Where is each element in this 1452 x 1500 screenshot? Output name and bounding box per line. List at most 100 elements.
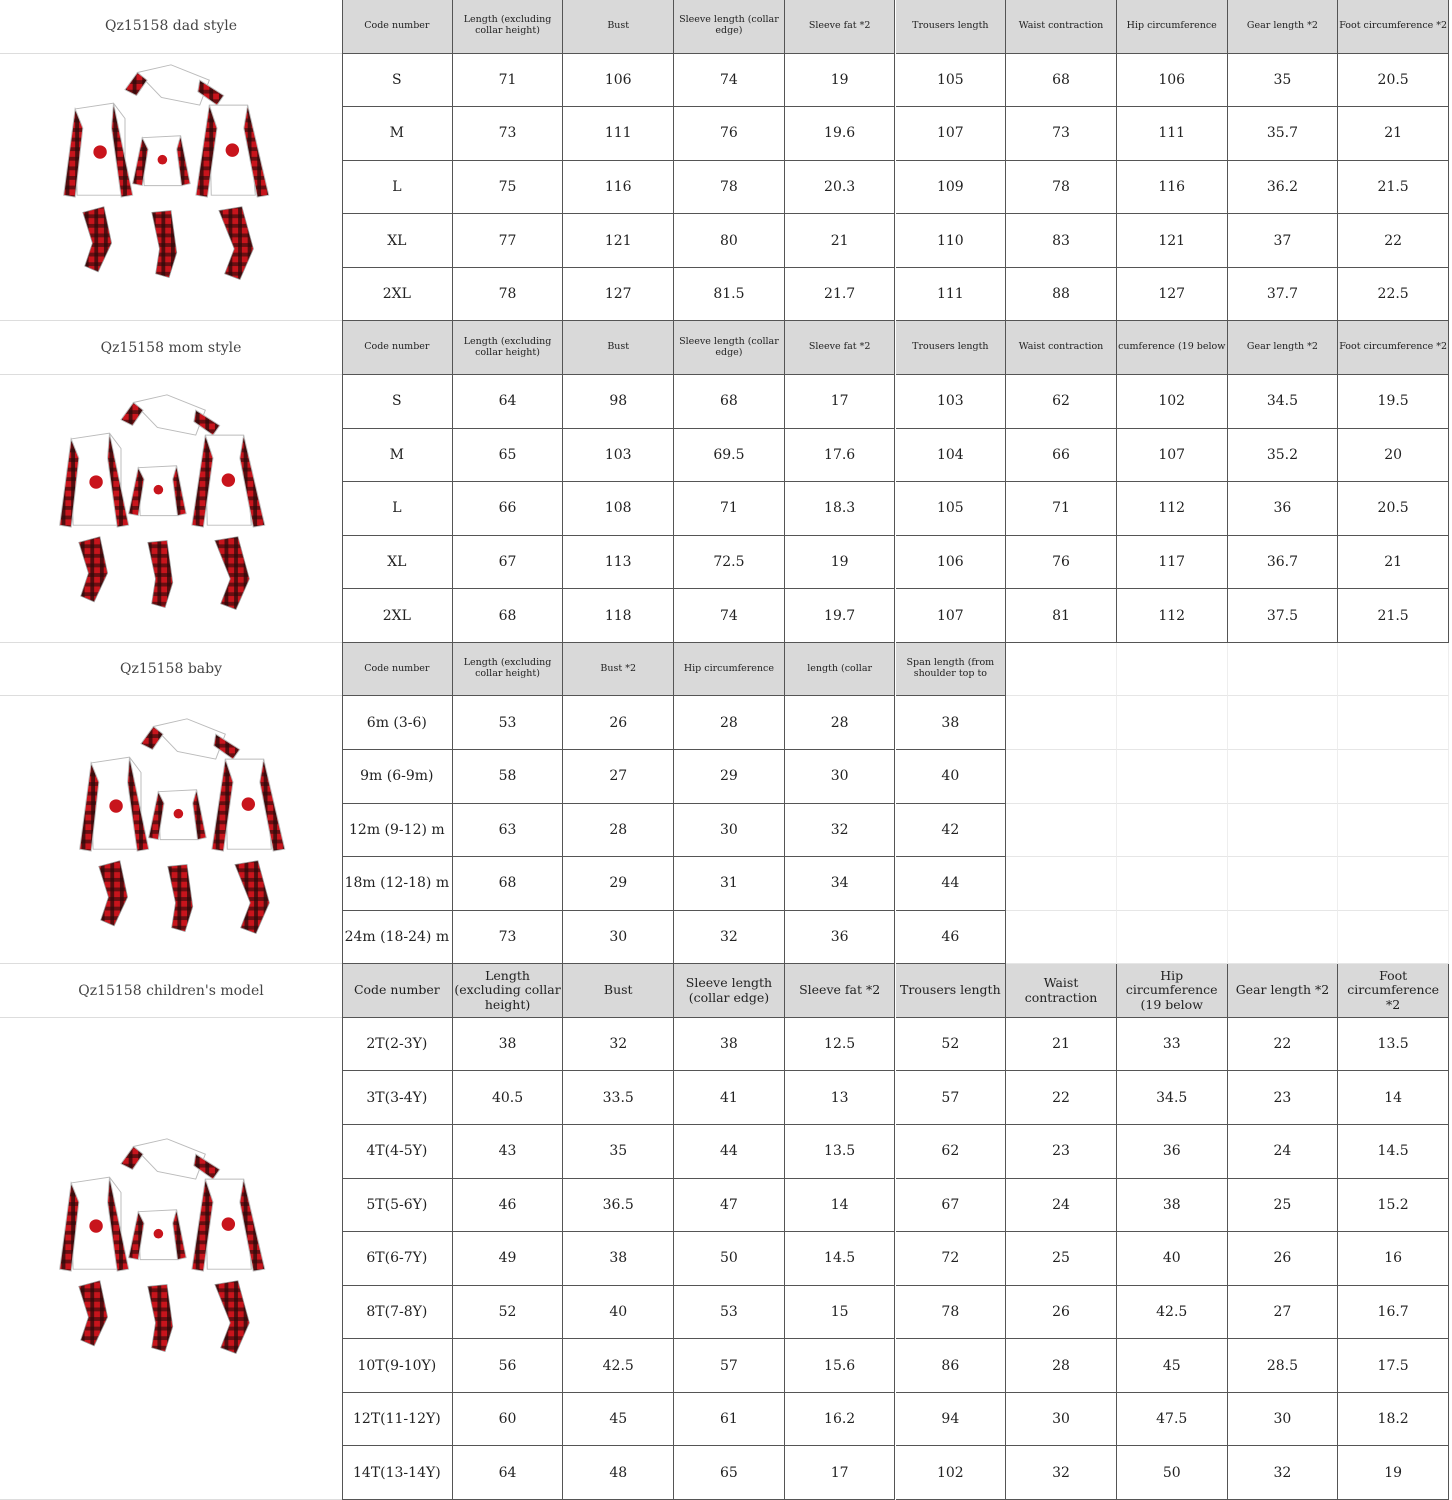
column-header: Foot circumference *2 — [1338, 0, 1449, 54]
table-cell: 40 — [895, 750, 1007, 804]
empty-cell — [1338, 696, 1449, 750]
table-cell: 8T(7-8Y) — [342, 1285, 453, 1340]
column-header: Sleeve fat *2 — [784, 0, 896, 54]
empty-cell — [1116, 857, 1228, 911]
table-cell: 60 — [452, 1392, 564, 1447]
table-cell: 28.5 — [1227, 1339, 1339, 1393]
table-cell: 30 — [784, 750, 896, 804]
table-cell: 20 — [1338, 428, 1449, 483]
table-cell: 127 — [1116, 267, 1228, 322]
table-cell: 75 — [452, 160, 564, 215]
table-cell: M — [342, 428, 453, 483]
table-cell: 121 — [1116, 214, 1228, 268]
table-cell: 104 — [895, 428, 1007, 483]
column-header: Code number — [342, 321, 453, 375]
column-header: Bust — [563, 321, 675, 375]
column-header: Length (excluding collar height) — [452, 964, 564, 1018]
column-header: length (collar — [784, 642, 896, 697]
table-cell: 88 — [1006, 267, 1117, 322]
table-cell: 23 — [1006, 1125, 1117, 1179]
table-cell: 33 — [1116, 1017, 1228, 1072]
image-cell — [0, 54, 342, 322]
table-cell: 109 — [895, 160, 1007, 215]
empty-cell — [1227, 696, 1339, 750]
table-cell: 63 — [452, 803, 564, 858]
outfit-image — [56, 56, 286, 296]
table-cell: 19.7 — [784, 589, 896, 643]
table-cell: 21.7 — [784, 267, 896, 322]
outfit-image — [52, 386, 282, 626]
table-cell: 30 — [1006, 1392, 1117, 1447]
table-cell: 58 — [452, 750, 564, 804]
table-cell: 103 — [563, 428, 675, 483]
table-cell: 18.3 — [784, 482, 896, 536]
table-cell: 38 — [563, 1232, 675, 1286]
table-cell: 45 — [1116, 1339, 1228, 1393]
table-cell: 36 — [1116, 1125, 1228, 1179]
column-header: Waist contraction — [1006, 0, 1117, 54]
table-cell: 105 — [895, 482, 1007, 536]
table-cell: 50 — [674, 1232, 785, 1286]
column-header: Sleeve length (collar edge) — [674, 964, 785, 1018]
table-cell: 33.5 — [563, 1071, 675, 1125]
table-cell: 2XL — [342, 589, 453, 643]
table-cell: 36.2 — [1227, 160, 1339, 215]
image-cell — [0, 696, 342, 965]
table-cell: 24m (18-24) m — [342, 910, 453, 965]
table-cell: 37.7 — [1227, 267, 1339, 322]
table-cell: L — [342, 160, 453, 215]
table-left-border — [342, 0, 343, 1500]
table-cell: 38 — [674, 1017, 785, 1072]
table-cell: 32 — [784, 803, 896, 858]
table-cell: 111 — [1116, 107, 1228, 161]
table-cell: 20.5 — [1338, 482, 1449, 536]
column-header: Sleeve fat *2 — [784, 321, 896, 375]
column-header: Bust *2 — [563, 642, 675, 697]
column-header: Gear length *2 — [1227, 964, 1339, 1018]
table-cell: 102 — [1116, 375, 1228, 429]
table-cell: 27 — [563, 750, 675, 804]
table-cell: 16.2 — [784, 1392, 896, 1447]
table-cell: 15.6 — [784, 1339, 896, 1393]
table-cell: 77 — [452, 214, 564, 268]
table-cell: 107 — [895, 107, 1007, 161]
table-cell: 38 — [1116, 1178, 1228, 1233]
column-header: Sleeve fat *2 — [784, 964, 896, 1018]
table-cell: 34.5 — [1116, 1071, 1228, 1125]
table-cell: 34 — [784, 857, 896, 911]
column-header: Code number — [342, 642, 453, 697]
table-cell: 106 — [895, 535, 1007, 590]
table-cell: 28 — [674, 696, 785, 750]
table-cell: 27 — [1227, 1285, 1339, 1340]
table-cell: 42.5 — [1116, 1285, 1228, 1340]
table-cell: 112 — [1116, 482, 1228, 536]
empty-cell — [1227, 857, 1339, 911]
table-cell: 38 — [895, 696, 1007, 750]
table-cell: 19 — [784, 535, 896, 590]
column-header: Hip circumference (19 below — [1116, 964, 1228, 1018]
table-cell: 81.5 — [674, 267, 785, 322]
table-cell: 73 — [1006, 107, 1117, 161]
table-cell: 36.5 — [563, 1178, 675, 1233]
table-cell: 81 — [1006, 589, 1117, 643]
table-cell: 68 — [674, 375, 785, 429]
empty-cell — [1006, 910, 1117, 965]
table-cell: 71 — [452, 53, 564, 108]
table-cell: 74 — [674, 589, 785, 643]
empty-cell — [1116, 750, 1228, 804]
table-cell: 13.5 — [784, 1125, 896, 1179]
table-cell: 6T(6-7Y) — [342, 1232, 453, 1286]
table-cell: 68 — [452, 857, 564, 911]
column-header: Waist contraction — [1006, 964, 1117, 1018]
table-cell: 111 — [895, 267, 1007, 322]
table-cell: 94 — [895, 1392, 1007, 1447]
table-cell: 64 — [452, 1446, 564, 1500]
table-cell: 25 — [1006, 1232, 1117, 1286]
table-cell: 37.5 — [1227, 589, 1339, 643]
empty-cell — [1006, 750, 1117, 804]
table-cell: 26 — [1006, 1285, 1117, 1340]
empty-cell — [1227, 803, 1339, 858]
table-cell: 14.5 — [1338, 1125, 1449, 1179]
table-cell: 32 — [1227, 1446, 1339, 1500]
column-header: Hip circumference — [674, 642, 785, 697]
